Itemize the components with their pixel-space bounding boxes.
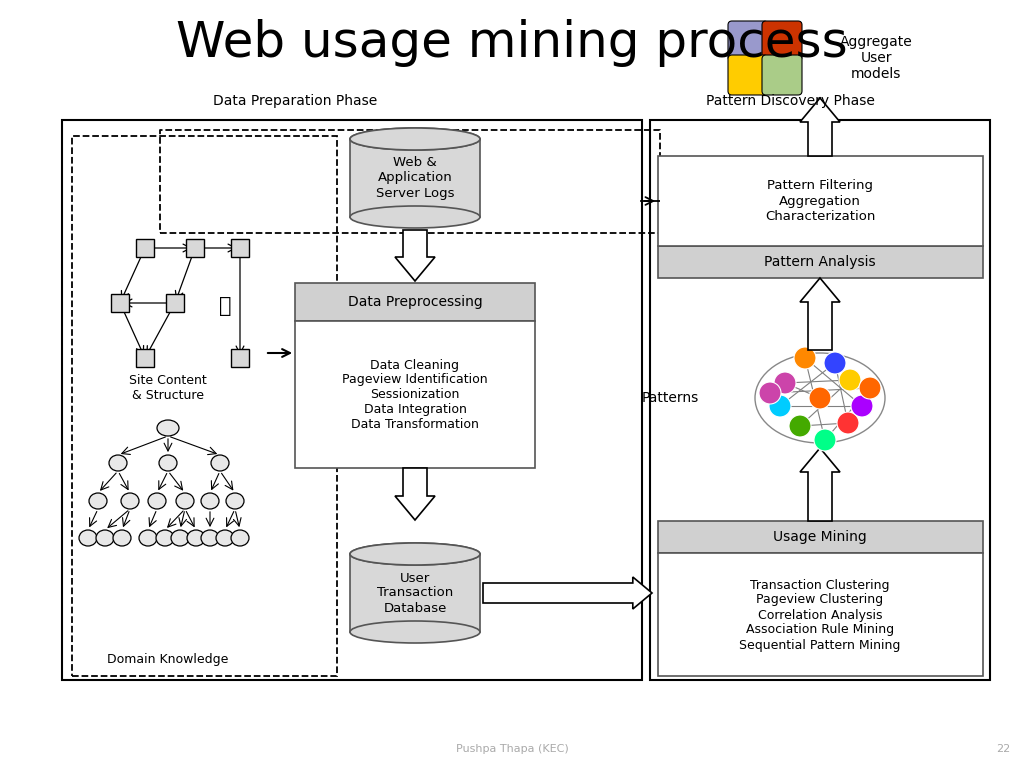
Text: Patterns: Patterns [641,391,698,405]
Bar [350,139,480,217]
Bar [136,239,154,257]
Ellipse shape [350,128,480,150]
Ellipse shape [159,455,177,471]
Ellipse shape [113,530,131,546]
Ellipse shape [769,395,791,417]
Text: Pattern Filtering
Aggregation
Characterization: Pattern Filtering Aggregation Characteri… [765,180,876,223]
Ellipse shape [121,493,139,509]
Bar [658,156,983,246]
Bar [658,553,983,676]
Bar [186,239,204,257]
Polygon shape [800,98,840,156]
Text: Site Content
& Structure: Site Content & Structure [129,374,207,402]
Text: Pattern Discovery Phase: Pattern Discovery Phase [706,94,874,108]
Bar [650,120,990,680]
Ellipse shape [157,420,179,436]
Bar [136,349,154,367]
Ellipse shape [814,429,836,451]
Ellipse shape [350,206,480,228]
Ellipse shape [226,493,244,509]
Ellipse shape [148,493,166,509]
Ellipse shape [109,455,127,471]
Ellipse shape [96,530,114,546]
Ellipse shape [759,382,781,404]
Text: Web usage mining process: Web usage mining process [176,19,848,67]
Bar [62,120,642,680]
Bar [72,136,337,676]
Ellipse shape [201,530,219,546]
Ellipse shape [851,395,873,417]
Bar [350,554,480,632]
Polygon shape [800,278,840,350]
Text: User
Transaction
Database: User Transaction Database [377,571,454,614]
Bar [658,246,983,278]
Ellipse shape [176,493,194,509]
Polygon shape [483,577,652,609]
Ellipse shape [201,493,219,509]
Ellipse shape [231,530,249,546]
Ellipse shape [187,530,205,546]
Text: Data Preparation Phase: Data Preparation Phase [213,94,377,108]
Text: Aggregate
User
models: Aggregate User models [840,35,912,81]
Text: Data Preprocessing: Data Preprocessing [347,295,482,309]
Ellipse shape [350,543,480,565]
Polygon shape [800,448,840,521]
Ellipse shape [837,412,859,434]
Bar [295,283,535,321]
Ellipse shape [216,530,234,546]
Text: 🕷: 🕷 [219,296,231,316]
Ellipse shape [350,128,480,150]
Ellipse shape [139,530,157,546]
Bar [111,294,129,312]
FancyBboxPatch shape [762,55,802,95]
Text: Web &
Application
Server Logs: Web & Application Server Logs [376,157,455,200]
Ellipse shape [774,372,796,394]
Ellipse shape [839,369,861,391]
Ellipse shape [350,621,480,643]
Ellipse shape [171,530,189,546]
Ellipse shape [89,493,106,509]
Text: 22: 22 [995,744,1010,754]
Bar [166,294,184,312]
Ellipse shape [824,352,846,374]
Bar [658,521,983,553]
Text: Pushpa Thapa (KEC): Pushpa Thapa (KEC) [456,744,568,754]
Text: Domain Knowledge: Domain Knowledge [108,654,228,667]
FancyBboxPatch shape [728,21,768,61]
Ellipse shape [211,455,229,471]
Polygon shape [395,468,435,520]
Ellipse shape [79,530,97,546]
Text: Usage Mining: Usage Mining [773,530,867,544]
Bar [295,321,535,468]
Ellipse shape [809,387,831,409]
Polygon shape [395,230,435,281]
Text: Pattern Analysis: Pattern Analysis [764,255,876,269]
FancyBboxPatch shape [762,21,802,61]
Ellipse shape [859,377,881,399]
Ellipse shape [794,347,816,369]
Bar [231,349,249,367]
Ellipse shape [350,543,480,565]
Text: Transaction Clustering
Pageview Clustering
Correlation Analysis
Association Rule: Transaction Clustering Pageview Clusteri… [739,578,901,651]
Ellipse shape [156,530,174,546]
Bar [231,239,249,257]
FancyBboxPatch shape [728,55,768,95]
Text: Data Cleaning
Pageview Identification
Sessionization
Data Integration
Data Trans: Data Cleaning Pageview Identification Se… [342,359,487,432]
Ellipse shape [790,415,811,437]
